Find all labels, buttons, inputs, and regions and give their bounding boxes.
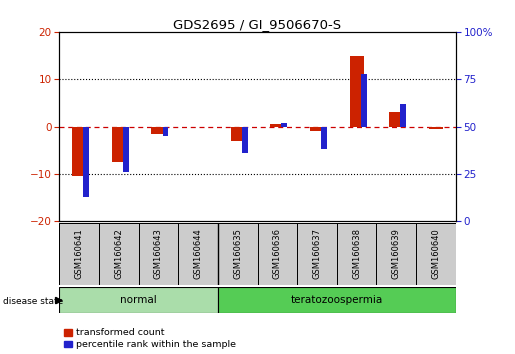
Bar xyxy=(337,223,376,285)
Bar xyxy=(83,127,89,196)
Bar xyxy=(123,127,129,172)
Legend: transformed count, percentile rank within the sample: transformed count, percentile rank withi… xyxy=(64,329,236,349)
Text: GSM160643: GSM160643 xyxy=(154,229,163,279)
Text: GSM160638: GSM160638 xyxy=(352,228,361,280)
Text: GSM160642: GSM160642 xyxy=(114,229,123,279)
Bar xyxy=(389,112,403,127)
Bar xyxy=(59,223,99,285)
Bar xyxy=(321,127,327,149)
Bar xyxy=(59,287,218,313)
Bar xyxy=(99,223,139,285)
Bar xyxy=(218,287,456,313)
Bar xyxy=(310,127,324,131)
Bar xyxy=(376,223,416,285)
Bar xyxy=(231,127,245,141)
Text: GSM160636: GSM160636 xyxy=(273,228,282,280)
Text: disease state: disease state xyxy=(3,297,63,306)
Bar xyxy=(401,104,406,127)
Text: teratozoospermia: teratozoospermia xyxy=(290,295,383,305)
Bar xyxy=(242,127,248,153)
Text: GSM160641: GSM160641 xyxy=(75,229,83,279)
Bar xyxy=(178,223,218,285)
Bar xyxy=(72,127,86,176)
Bar xyxy=(429,127,443,129)
Bar xyxy=(350,56,364,127)
Bar xyxy=(163,127,168,136)
Bar xyxy=(139,223,178,285)
Bar xyxy=(151,127,165,134)
Text: GSM160644: GSM160644 xyxy=(194,229,202,279)
Bar xyxy=(270,124,284,127)
Text: normal: normal xyxy=(120,295,157,305)
Text: GSM160639: GSM160639 xyxy=(392,229,401,279)
Bar xyxy=(218,223,258,285)
Title: GDS2695 / GI_9506670-S: GDS2695 / GI_9506670-S xyxy=(174,18,341,31)
Text: GSM160640: GSM160640 xyxy=(432,229,440,279)
Text: GSM160635: GSM160635 xyxy=(233,229,242,279)
Bar xyxy=(416,223,456,285)
Bar xyxy=(361,74,367,127)
Bar xyxy=(282,123,287,127)
Bar xyxy=(112,127,126,162)
Bar xyxy=(258,223,297,285)
Text: GSM160637: GSM160637 xyxy=(313,228,321,280)
Polygon shape xyxy=(56,297,62,304)
Bar xyxy=(297,223,337,285)
